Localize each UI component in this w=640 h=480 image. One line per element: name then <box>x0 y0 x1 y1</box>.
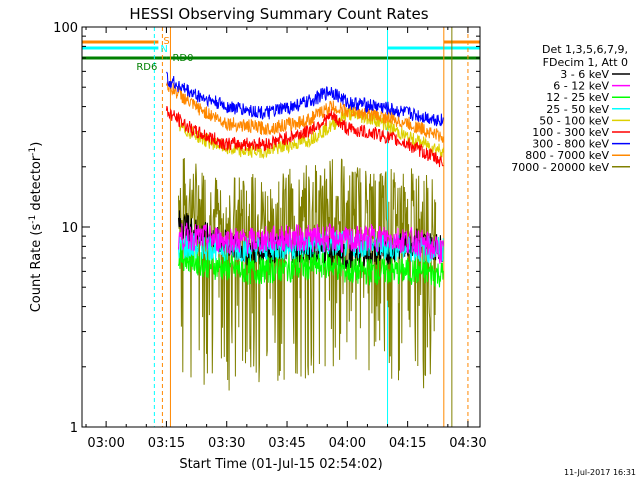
y-axis-label-group: Count Rate (s-1 detector-1) <box>28 142 44 313</box>
series-line-1 <box>178 222 444 264</box>
annotation-n: N <box>160 44 167 55</box>
x-tick-label-3: 03:45 <box>268 436 305 451</box>
x-tick-label-5: 04:15 <box>389 436 426 451</box>
timestamp: 11-Jul-2017 16:31 <box>564 468 636 477</box>
x-tick-label-6: 04:30 <box>449 436 486 451</box>
y-axis-label-close: ) <box>29 142 44 147</box>
series-line-6 <box>165 71 444 127</box>
legend-label-4: 50 - 100 keV <box>539 114 609 127</box>
x-tick-label-4: 04:00 <box>329 436 366 451</box>
legend-label-3: 25 - 50 keV <box>546 103 609 116</box>
x-tick-label-1: 03:15 <box>148 436 185 451</box>
legend-label-7: 800 - 7000 keV <box>525 149 609 162</box>
legend-header-1: Det 1,3,5,6,7,9, <box>542 43 628 56</box>
x-tick-label-2: 03:30 <box>208 436 245 451</box>
legend-label-0: 3 - 6 keV <box>560 68 609 81</box>
series-line-7 <box>165 80 444 143</box>
y-axis-label-sup2: -1 <box>28 147 38 156</box>
legend-label-2: 12 - 25 keV <box>546 91 609 104</box>
annotation-rd0: RD0 <box>172 53 193 64</box>
y-tick-label-1: 10 <box>61 221 78 236</box>
x-tick-label-0: 03:00 <box>87 436 124 451</box>
y-axis-label: Count Rate (s-1 detector-1) <box>28 142 44 313</box>
legend: Det 1,3,5,6,7,9, FDecim 1, Att 0 3 - 6 k… <box>511 43 630 174</box>
x-axis-label: Start Time (01-Jul-15 02:54:02) <box>179 457 382 472</box>
y-tick-label-0: 1 <box>70 421 78 436</box>
annotation-rd6: RD6 <box>136 62 157 73</box>
y-axis-label-sup1: -1 <box>28 215 38 224</box>
legend-header-2: FDecim 1, Att 0 <box>543 56 628 69</box>
ticks-layer: 03:00 03:15 03:30 03:45 04:00 04:15 04:30 1 10 10… <box>53 21 487 451</box>
legend-label-6: 300 - 800 keV <box>532 138 609 151</box>
legend-label-8: 7000 - 20000 keV <box>511 161 609 174</box>
annotation-s: S <box>163 36 169 47</box>
y-tick-label-2: 100 <box>53 21 78 36</box>
chart-title: HESSI Observing Summary Count Rates <box>129 5 428 23</box>
y-axis-label-tail: detector <box>29 155 44 215</box>
legend-label-1: 6 - 12 keV <box>553 80 609 93</box>
legend-label-5: 100 - 300 keV <box>532 126 609 139</box>
series-line-2 <box>178 242 444 288</box>
y-axis-label-main: Count Rate (s <box>29 224 44 313</box>
series-layer <box>165 71 444 391</box>
series-line-5 <box>165 105 444 168</box>
annotations-layer: SN RD0 RD6 <box>136 36 193 73</box>
plot-bands <box>82 27 480 427</box>
